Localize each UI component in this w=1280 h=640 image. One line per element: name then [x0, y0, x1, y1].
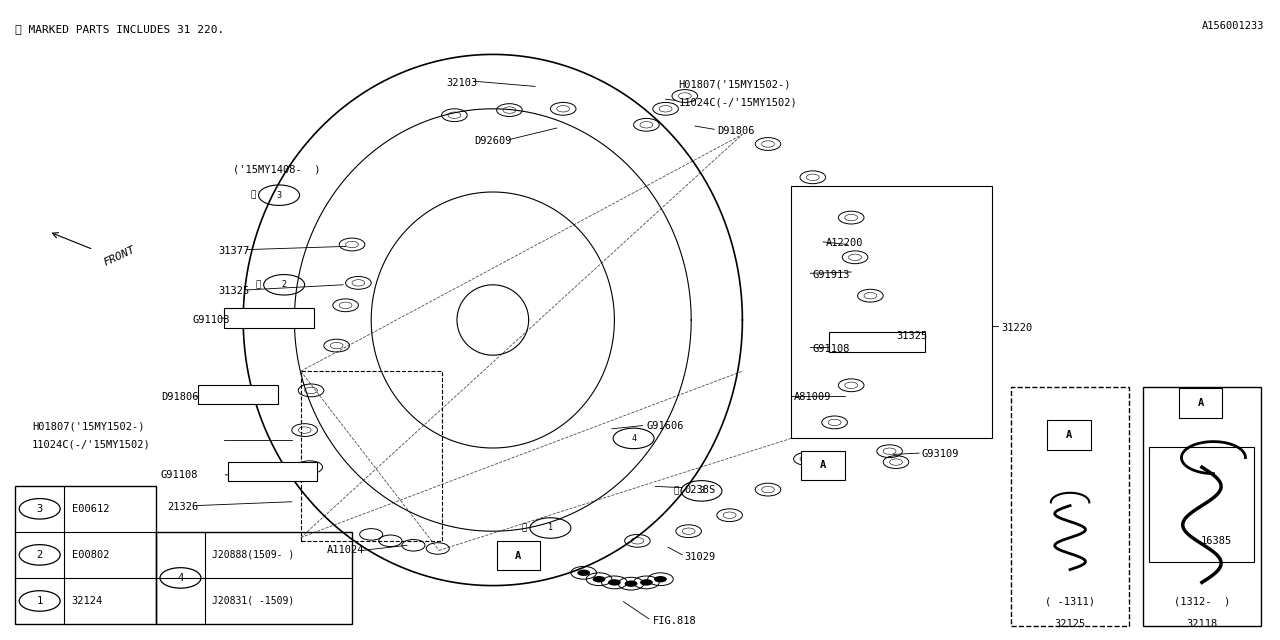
- Text: G91108: G91108: [161, 470, 198, 480]
- Text: A: A: [1198, 398, 1203, 408]
- Text: J20888(1509- ): J20888(1509- ): [212, 550, 294, 560]
- Bar: [198, 385, 278, 404]
- Text: 11024C(-/'15MY1502): 11024C(-/'15MY1502): [678, 97, 797, 108]
- Text: FIG.818: FIG.818: [653, 616, 696, 626]
- Text: 3: 3: [37, 504, 42, 514]
- Text: H01807('15MY1502-): H01807('15MY1502-): [678, 79, 791, 90]
- Bar: [829, 332, 925, 352]
- Text: 4: 4: [178, 573, 183, 583]
- Text: E00612: E00612: [72, 504, 109, 514]
- Text: G91108: G91108: [813, 344, 850, 354]
- Text: 16385: 16385: [1201, 536, 1231, 546]
- Bar: [1149, 447, 1254, 562]
- Text: J20831( -1509): J20831( -1509): [212, 596, 294, 606]
- Bar: [228, 462, 317, 481]
- Bar: [1011, 387, 1129, 626]
- Text: 1: 1: [548, 524, 553, 532]
- Text: 2: 2: [282, 280, 287, 289]
- Bar: [1143, 387, 1261, 626]
- Text: H01807('15MY1502-): H01807('15MY1502-): [32, 422, 145, 432]
- Text: ('15MY1408-  ): ('15MY1408- ): [233, 164, 320, 175]
- Text: 32125: 32125: [1055, 619, 1085, 629]
- Text: 32103: 32103: [447, 78, 477, 88]
- Text: 21326: 21326: [168, 502, 198, 512]
- Bar: [224, 308, 314, 328]
- Circle shape: [654, 576, 667, 582]
- Text: 0238S: 0238S: [685, 484, 716, 495]
- Text: ※: ※: [256, 280, 261, 289]
- Text: ( -1311): ( -1311): [1044, 596, 1096, 607]
- Bar: [301, 371, 442, 541]
- Text: 31325: 31325: [896, 331, 927, 341]
- Text: D91806: D91806: [161, 392, 198, 402]
- Text: A81009: A81009: [794, 392, 831, 402]
- Text: 31377: 31377: [219, 246, 250, 256]
- Text: 31325: 31325: [219, 286, 250, 296]
- Bar: [497, 541, 540, 570]
- Bar: [1047, 420, 1091, 450]
- Text: 2: 2: [37, 550, 42, 560]
- Text: (1312-  ): (1312- ): [1174, 596, 1230, 607]
- Text: G91108: G91108: [193, 315, 230, 325]
- Text: 3: 3: [276, 191, 282, 200]
- Text: A: A: [1066, 430, 1071, 440]
- Text: ※ MARKED PARTS INCLUDES 31 220.: ※ MARKED PARTS INCLUDES 31 220.: [15, 24, 224, 34]
- Text: A: A: [516, 550, 521, 561]
- Text: FRONT: FRONT: [101, 244, 137, 268]
- Text: 31220: 31220: [1001, 323, 1032, 333]
- Text: G91606: G91606: [646, 420, 684, 431]
- Text: 11024C(-/'15MY1502): 11024C(-/'15MY1502): [32, 440, 151, 450]
- Text: 3: 3: [699, 486, 704, 495]
- Circle shape: [577, 570, 590, 576]
- Text: 32124: 32124: [72, 596, 102, 606]
- Text: D92609: D92609: [475, 136, 512, 146]
- Circle shape: [608, 579, 621, 586]
- Circle shape: [625, 580, 637, 587]
- Text: A: A: [820, 460, 826, 470]
- Circle shape: [640, 579, 653, 586]
- Text: 4: 4: [631, 434, 636, 443]
- Text: ※: ※: [251, 191, 256, 200]
- Text: G91913: G91913: [813, 270, 850, 280]
- Text: 32118: 32118: [1187, 619, 1217, 629]
- Text: ※: ※: [522, 524, 527, 532]
- Text: 31029: 31029: [685, 552, 716, 562]
- Bar: [1179, 388, 1222, 418]
- Text: A11024: A11024: [328, 545, 365, 556]
- Text: A12200: A12200: [826, 238, 863, 248]
- Bar: [15, 486, 156, 624]
- Text: D91806: D91806: [717, 126, 754, 136]
- Text: 1: 1: [37, 596, 42, 606]
- Bar: [156, 532, 352, 624]
- Text: A156001233: A156001233: [1202, 20, 1265, 31]
- Circle shape: [593, 576, 605, 582]
- Text: G93109: G93109: [922, 449, 959, 460]
- Bar: [791, 186, 992, 438]
- Text: ※: ※: [673, 486, 678, 495]
- Text: E00802: E00802: [72, 550, 109, 560]
- Bar: [801, 451, 845, 480]
